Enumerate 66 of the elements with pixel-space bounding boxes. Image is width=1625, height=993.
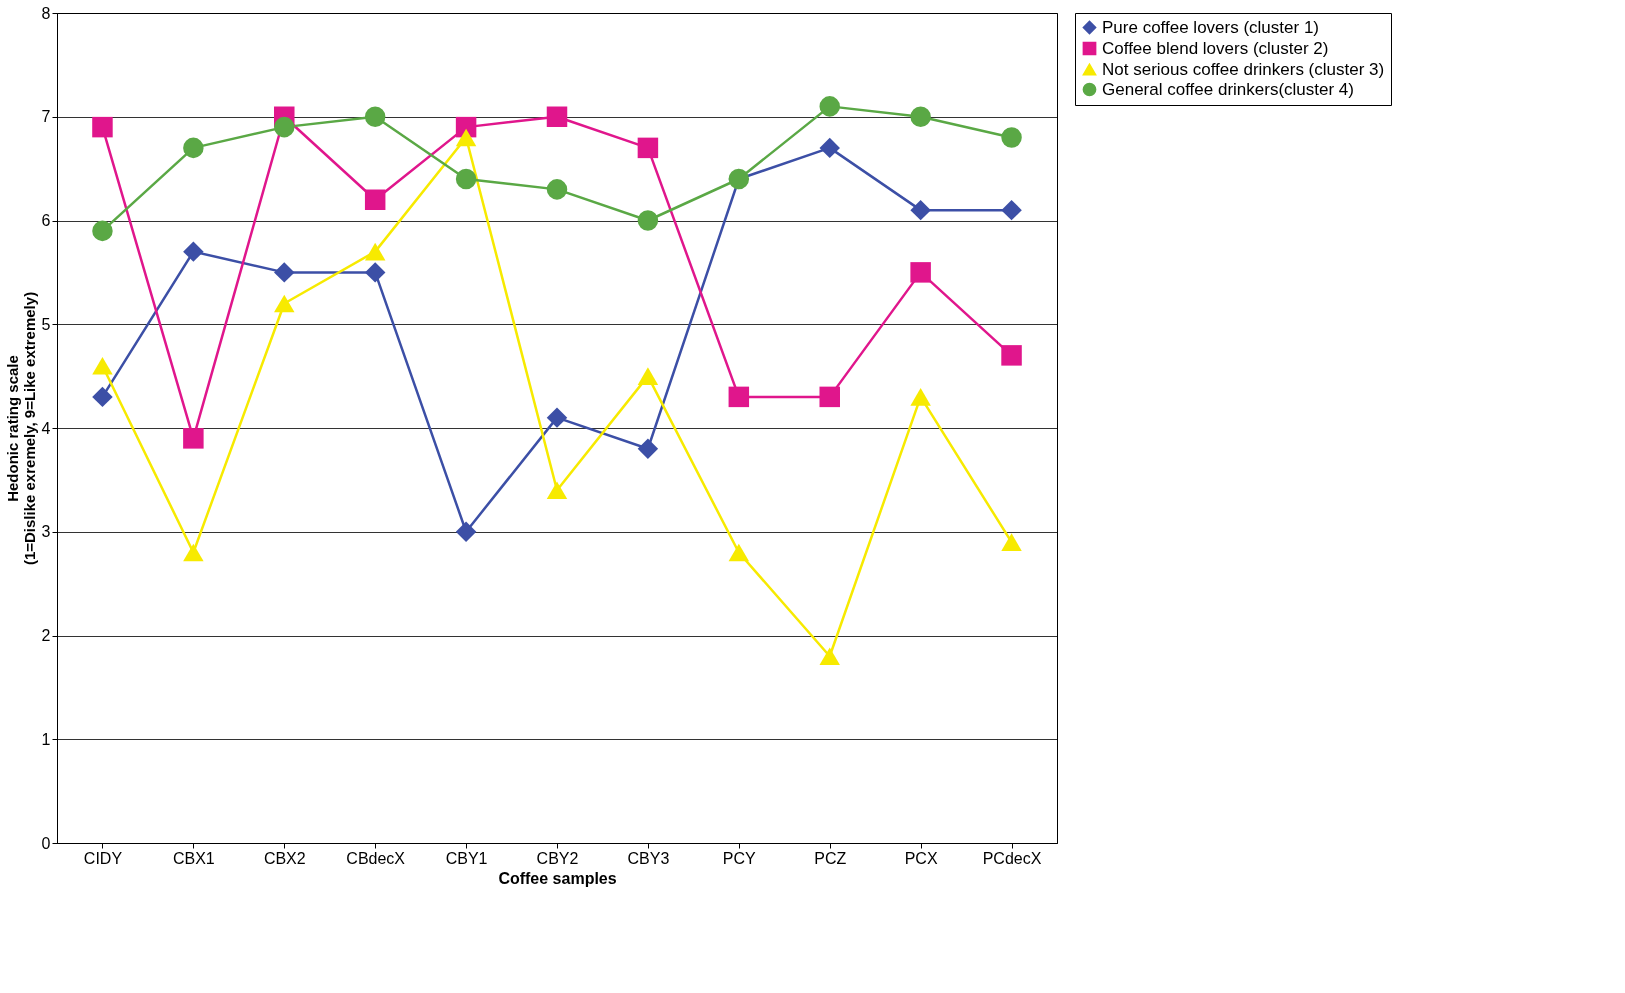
y-tick-label: 4 — [41, 419, 51, 437]
y-tick-label: 5 — [41, 315, 51, 333]
point — [819, 647, 840, 666]
point — [910, 388, 931, 406]
point — [637, 367, 659, 385]
point — [910, 199, 931, 221]
y-tick-label: 0 — [41, 834, 51, 852]
point — [364, 106, 386, 127]
point — [183, 241, 204, 262]
x-tick-label: CBY2 — [536, 849, 579, 867]
y-axis-title: Hedonic rating scale (1=Dislike exremely, 9=Like extremely) — [3, 291, 38, 566]
legend-label: Pure coffee lovers (cluster 1) — [1102, 17, 1319, 37]
x-tick-label: CBdecX — [346, 849, 406, 867]
x-tick-label: PCY — [722, 849, 757, 867]
point — [1001, 127, 1022, 148]
legend-label: Coffee blend lovers (cluster 2) — [1102, 38, 1329, 58]
point — [1001, 199, 1022, 221]
x-tick-label: PCX — [904, 849, 938, 867]
point — [92, 386, 113, 408]
y-tick-label: 1 — [41, 730, 51, 748]
point — [546, 106, 568, 127]
point — [92, 116, 113, 138]
point — [274, 262, 295, 283]
point — [637, 137, 659, 159]
point — [546, 481, 568, 500]
point — [364, 242, 386, 261]
point — [819, 96, 840, 117]
y-tick-label: 6 — [41, 212, 51, 229]
point — [455, 521, 477, 542]
point — [455, 168, 477, 190]
point — [637, 210, 659, 231]
point — [546, 407, 568, 428]
legend-label: General coffee drinkers(cluster 4) — [1102, 79, 1354, 99]
point — [637, 438, 659, 459]
point — [819, 137, 840, 159]
point — [728, 543, 750, 562]
y-tick-label: 7 — [41, 108, 51, 126]
point — [92, 220, 113, 242]
x-tick-label: CBX1 — [172, 849, 215, 867]
legend-label: Not serious coffee drinkers (cluster 3) — [1102, 59, 1385, 79]
point — [274, 294, 295, 313]
point — [910, 262, 931, 283]
x-tick-label: PCZ — [814, 849, 847, 867]
y-tick-label: 2 — [41, 627, 51, 644]
point — [183, 428, 204, 449]
point — [92, 356, 113, 375]
x-tick-label: PCdecX — [982, 849, 1042, 867]
x-axis-title: Coffee samples — [498, 869, 617, 887]
point — [819, 386, 840, 408]
y-tick-label: 3 — [41, 523, 51, 541]
x-tick-label: CIDY — [83, 849, 123, 867]
point — [364, 189, 386, 210]
point — [1001, 345, 1022, 366]
point — [455, 128, 477, 147]
x-tick-label: CBX2 — [263, 849, 306, 867]
y-tick-label: 8 — [41, 4, 51, 22]
point — [183, 137, 204, 159]
point — [546, 179, 568, 200]
point — [910, 106, 931, 127]
point — [1001, 533, 1022, 551]
point — [183, 543, 204, 562]
point — [364, 262, 386, 283]
x-tick-label: CBY3 — [627, 849, 670, 867]
point — [274, 116, 295, 138]
point — [728, 386, 750, 408]
x-tick-label: CBY1 — [445, 849, 488, 867]
